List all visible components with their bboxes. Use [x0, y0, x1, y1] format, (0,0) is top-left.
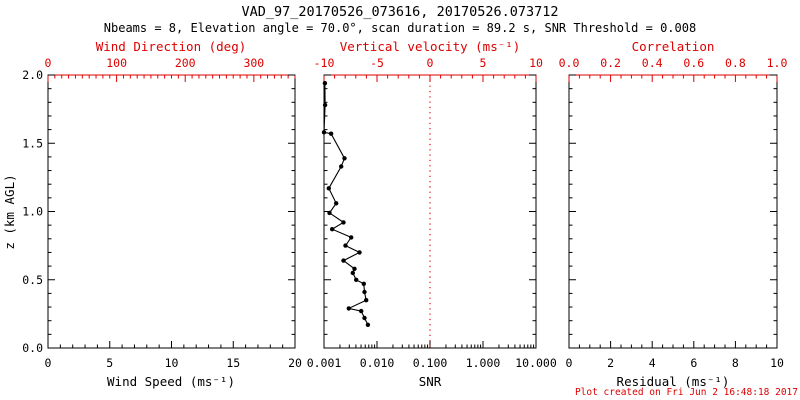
top-tick-label: 5 [480, 56, 487, 70]
plot-title: VAD_97_20170526_073616, 20170526.073712 [242, 4, 559, 20]
data-point [361, 281, 366, 286]
bottom-tick-label: 2 [607, 356, 614, 370]
bottom-tick-label: 10 [770, 356, 784, 370]
panel-border [568, 74, 778, 349]
data-point [359, 308, 364, 314]
bottom-tick-label: 15 [226, 356, 240, 370]
data-point [362, 289, 367, 295]
top-tick-label: -5 [370, 56, 384, 70]
data-point [354, 277, 359, 282]
data-point [321, 130, 327, 135]
data-point [346, 306, 351, 311]
bottom-tick-label: 6 [690, 356, 697, 370]
bottom-tick-label: 4 [649, 356, 656, 370]
data-point [322, 102, 328, 108]
bottom-tick-label: 0 [566, 356, 573, 370]
data-point [341, 258, 346, 263]
correlation-axis-title: Correlation [632, 39, 715, 54]
data-point [362, 315, 367, 321]
data-point [349, 235, 354, 240]
data-point [322, 81, 328, 86]
top-tick-label: 0 [427, 56, 434, 70]
bottom-tick-label: 0.010 [360, 356, 395, 370]
bottom-tick-label: 5 [106, 356, 113, 370]
plot-subtitle: Nbeams = 8, Elevation angle = 70.0°, sca… [104, 21, 696, 35]
wind-direction-axis-title: Wind Direction (deg) [96, 39, 247, 54]
top-tick-label: 100 [106, 56, 127, 70]
data-point [342, 156, 347, 161]
snr-axis-title: SNR [419, 374, 442, 389]
panel-border [47, 74, 296, 349]
y-tick-label: 0.5 [22, 273, 43, 287]
data-point [352, 266, 357, 271]
top-tick-label: 0.8 [725, 56, 746, 70]
bottom-tick-label: 10 [165, 356, 179, 370]
data-point [326, 186, 331, 191]
top-tick-label: 1.0 [767, 56, 788, 70]
bottom-tick-label: 8 [732, 356, 739, 370]
top-tick-label: 200 [175, 56, 196, 70]
top-tick-label: 0.0 [559, 56, 580, 70]
vertical-velocity-axis-title: Vertical velocity (ms⁻¹) [340, 39, 521, 54]
y-tick-label: 1.5 [22, 136, 43, 150]
bottom-tick-label: 0 [45, 356, 52, 370]
top-tick-label: 0 [45, 56, 52, 70]
residual-axis-title: Residual (ms⁻¹) [617, 374, 730, 389]
top-tick-label: 300 [243, 56, 264, 70]
top-tick-label: 0.4 [642, 56, 663, 70]
data-point [364, 298, 369, 303]
plot-created-timestamp: Plot created on Fri Jun 2 16:48:18 2017 [575, 387, 798, 398]
bottom-tick-label: 10.000 [515, 356, 557, 370]
panel-border [323, 74, 537, 349]
y-tick-label: 2.0 [22, 68, 43, 82]
data-point [365, 322, 371, 327]
bottom-tick-label: 1.000 [466, 356, 501, 370]
bottom-tick-label: 0.001 [307, 356, 342, 370]
snr-profile-line [323, 83, 369, 326]
top-tick-label: 0.2 [600, 56, 621, 70]
data-point [341, 220, 346, 225]
top-tick-label: 0.6 [683, 56, 704, 70]
data-point [327, 210, 332, 216]
data-point [343, 243, 348, 248]
height-axis-title: z (km AGL) [2, 174, 17, 249]
data-point [328, 131, 334, 136]
data-point [330, 227, 335, 232]
top-tick-label: 10 [529, 56, 543, 70]
y-tick-label: 0.0 [22, 341, 43, 355]
y-tick-label: 1.0 [22, 205, 43, 219]
top-tick-label: -10 [314, 56, 335, 70]
bottom-tick-label: 0.100 [413, 356, 448, 370]
data-point [350, 270, 355, 276]
wind-speed-axis-title: Wind Speed (ms⁻¹) [107, 374, 235, 389]
data-point [334, 201, 339, 206]
bottom-tick-label: 20 [288, 356, 302, 370]
data-point [339, 164, 344, 169]
data-point [357, 250, 362, 255]
